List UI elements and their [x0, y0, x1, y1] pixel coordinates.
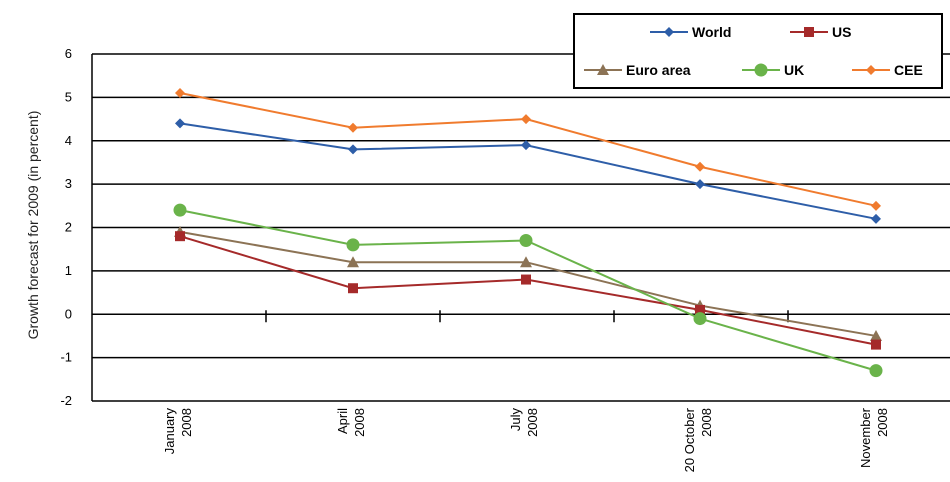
series-us	[175, 231, 881, 350]
y-tick-label: 1	[65, 263, 72, 278]
data-point	[871, 339, 881, 350]
x-tick-label: July 2008	[508, 408, 540, 437]
x-tick-label-line: 2008	[179, 408, 194, 437]
x-tick-labels: January 2008 April 2008 July 2008 20 October 20…	[162, 407, 890, 472]
legend-label: World	[692, 24, 731, 40]
data-point	[348, 283, 358, 294]
data-point	[804, 27, 814, 37]
x-tick-label-line: 2008	[875, 408, 890, 437]
data-point	[521, 274, 531, 285]
y-tick-label: -1	[60, 350, 72, 365]
series-world	[175, 118, 881, 224]
data-point	[695, 161, 705, 172]
data-point	[870, 329, 882, 341]
legend-item-us: US	[790, 24, 851, 40]
data-point	[346, 238, 360, 252]
data-point	[693, 312, 707, 326]
series-line	[179, 92, 877, 207]
series-line	[179, 235, 877, 346]
x-tick-label-line: July	[508, 408, 523, 432]
data-point	[173, 203, 187, 217]
data-point	[866, 65, 876, 75]
legend-item-world: World	[650, 24, 731, 40]
x-tick-label: November 2008	[858, 407, 890, 468]
legend-label: UK	[784, 62, 804, 78]
y-tick-label: 4	[65, 133, 72, 148]
x-tick-label-line: November	[858, 407, 873, 468]
data-point	[754, 63, 768, 77]
data-point	[871, 200, 881, 211]
legend-item-euro-area: Euro area	[584, 62, 691, 78]
legend-label: US	[832, 24, 851, 40]
x-tick-label-line: 2008	[699, 408, 714, 437]
data-point	[175, 231, 185, 242]
x-tick-label-line: 2008	[352, 408, 367, 437]
series-cee	[175, 88, 881, 211]
legend-label: Euro area	[626, 62, 691, 78]
data-point	[175, 88, 185, 99]
data-point	[521, 114, 531, 125]
y-tick-label: -2	[60, 393, 72, 408]
y-tick-labels: -2 -1 0 1 2 3 4 5 6	[60, 46, 72, 408]
gridlines	[92, 53, 950, 402]
series-line	[179, 122, 877, 220]
data-point	[520, 256, 532, 268]
y-tick-label: 5	[65, 89, 72, 104]
data-point	[695, 304, 705, 315]
data-point	[695, 179, 705, 190]
data-point	[348, 122, 358, 133]
data-point	[347, 256, 359, 268]
data-point	[869, 364, 883, 378]
x-tick-label-line: January	[162, 408, 177, 455]
series-layer	[173, 88, 883, 378]
data-point	[664, 27, 674, 37]
x-tick-label: April 2008	[335, 408, 367, 437]
legend-item-cee: CEE	[852, 62, 923, 78]
y-axis-title: Growth forecast for 2009 (in percent)	[25, 111, 41, 340]
data-point	[521, 140, 531, 151]
x-tick-label-line: April	[335, 408, 350, 434]
series-uk	[173, 203, 883, 378]
data-point	[519, 234, 533, 248]
legend-item-uk: UK	[742, 62, 804, 78]
data-point	[348, 144, 358, 155]
data-point	[597, 64, 609, 75]
x-tick-label-line: 2008	[525, 408, 540, 437]
x-tick-label: 20 October 2008	[682, 407, 714, 472]
legend: World US Euro area UK CEE	[573, 13, 943, 89]
y-tick-label: 6	[65, 46, 72, 61]
x-tick-label-line: 20 October	[682, 407, 697, 472]
y-tick-label: 2	[65, 220, 72, 235]
y-tick-label: 3	[65, 176, 72, 191]
series-line	[179, 209, 877, 372]
data-point	[871, 213, 881, 224]
x-tick-label: January 2008	[162, 408, 194, 455]
legend-label: CEE	[894, 62, 923, 78]
data-point	[175, 118, 185, 129]
y-tick-label: 0	[65, 306, 72, 321]
